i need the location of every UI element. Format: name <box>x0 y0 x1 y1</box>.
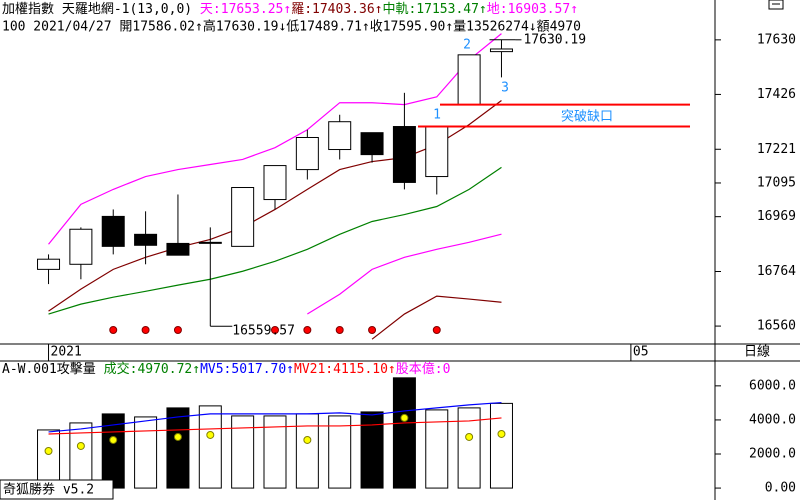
band-line <box>48 166 502 315</box>
volume-bar <box>231 415 255 489</box>
volume-bar <box>457 407 481 489</box>
volume-title-segment: A-W.001攻擊量 <box>2 361 104 377</box>
y-tick-label: 16560 <box>757 319 796 334</box>
candle-body <box>37 258 61 270</box>
candle-body <box>101 215 125 247</box>
y-tick-label: 17630 <box>757 32 796 47</box>
signal-dot <box>303 326 312 334</box>
y-tick-label: 16969 <box>757 209 796 224</box>
volume-ma-line <box>48 401 502 433</box>
signal-dot <box>368 326 377 334</box>
volume-title-segment: 成交:4970.72↑ <box>104 361 200 377</box>
signal-dot <box>271 326 279 334</box>
volume-dot <box>206 430 215 439</box>
signal-dot <box>173 326 182 334</box>
volume-dot <box>76 441 85 450</box>
candle-body <box>425 126 449 178</box>
footer-label: 奇狐勝券 v5.2 <box>3 482 94 498</box>
candle-body <box>328 121 352 151</box>
candle-body <box>295 136 319 171</box>
y-tick-label: 16764 <box>757 264 796 279</box>
candle-body <box>166 242 190 256</box>
volume-dot <box>173 432 182 441</box>
header-segment: 加權指數 天羅地網-1(13,0,0) <box>2 2 200 17</box>
candle-body <box>263 165 287 201</box>
x-tick-label: 05 <box>633 345 649 360</box>
volume-bar <box>328 415 352 489</box>
x-tick-label: 2021 <box>51 345 82 360</box>
band-line <box>307 233 502 315</box>
annotation: 1 <box>433 108 441 123</box>
candle-body <box>69 228 93 265</box>
signal-dot <box>109 326 118 334</box>
y-tick-label: 2000.0 <box>749 447 796 462</box>
y-tick-label: 6000.0 <box>749 378 796 393</box>
candle-body <box>489 48 513 53</box>
y-tick-label: 17426 <box>757 87 796 102</box>
annotation: 3 <box>501 81 509 96</box>
band-line <box>48 33 502 245</box>
volume-bar <box>198 405 222 489</box>
header-line-1: 加權指數 天羅地網-1(13,0,0) 天:17653.25↑羅:17403.3… <box>2 1 578 17</box>
volume-bar <box>425 409 449 489</box>
y-tick-label: 17221 <box>757 142 796 157</box>
band-line <box>371 295 502 340</box>
volume-bar <box>295 413 319 489</box>
annotation: 2 <box>463 38 471 53</box>
period-label[interactable]: 日線 <box>744 344 770 360</box>
volume-dot <box>303 435 312 444</box>
volume-title-segment: 股本億:0 <box>396 361 451 377</box>
volume-bar <box>489 402 513 489</box>
volume-bar <box>134 416 158 489</box>
candle-body <box>392 126 416 183</box>
signal-dot <box>432 326 441 334</box>
volume-dot <box>109 435 118 444</box>
candle-body <box>231 187 255 247</box>
signal-dot <box>335 326 344 334</box>
volume-dot <box>400 413 409 422</box>
header-segment: 羅:17403.36↑ <box>291 2 382 17</box>
y-tick-label: 17095 <box>757 175 796 190</box>
header-segment: 中軌:17153.47↑ <box>382 1 486 17</box>
signal-dot <box>141 326 150 334</box>
volume-bar <box>166 407 190 489</box>
volume-bar <box>392 377 416 489</box>
candle-body <box>198 241 222 244</box>
volume-bar <box>360 411 384 489</box>
y-tick-label: 4000.0 <box>749 412 796 427</box>
candle-body <box>360 132 384 156</box>
header-segment: 地:16903.57↑ <box>487 2 578 17</box>
volume-dot <box>497 429 506 438</box>
annotation: 突破缺口 <box>561 109 613 125</box>
high-label: 17630.19 <box>523 32 586 47</box>
volume-dot <box>44 447 53 456</box>
volume-bar <box>263 415 287 489</box>
header-line-2: 100 2021/04/27 開17586.02↑高17630.19↓低1748… <box>2 19 581 35</box>
y-tick-label: 0.00 <box>765 481 796 496</box>
volume-title-segment: MV5:5017.70↑ <box>200 362 294 377</box>
volume-title-segment: MV21:4115.10↑ <box>294 362 396 377</box>
volume-bar <box>37 429 61 489</box>
volume-title: A-W.001攻擊量 成交:4970.72↑MV5:5017.70↑MV21:4… <box>2 361 450 377</box>
low-label: 16559.57 <box>232 324 295 339</box>
header-segment: 天:17653.25↑ <box>200 2 291 17</box>
volume-ma-line <box>48 417 502 435</box>
candle-body <box>457 54 481 106</box>
footer-box <box>0 479 114 500</box>
volume-dot <box>465 432 474 441</box>
candle-body <box>134 233 158 246</box>
